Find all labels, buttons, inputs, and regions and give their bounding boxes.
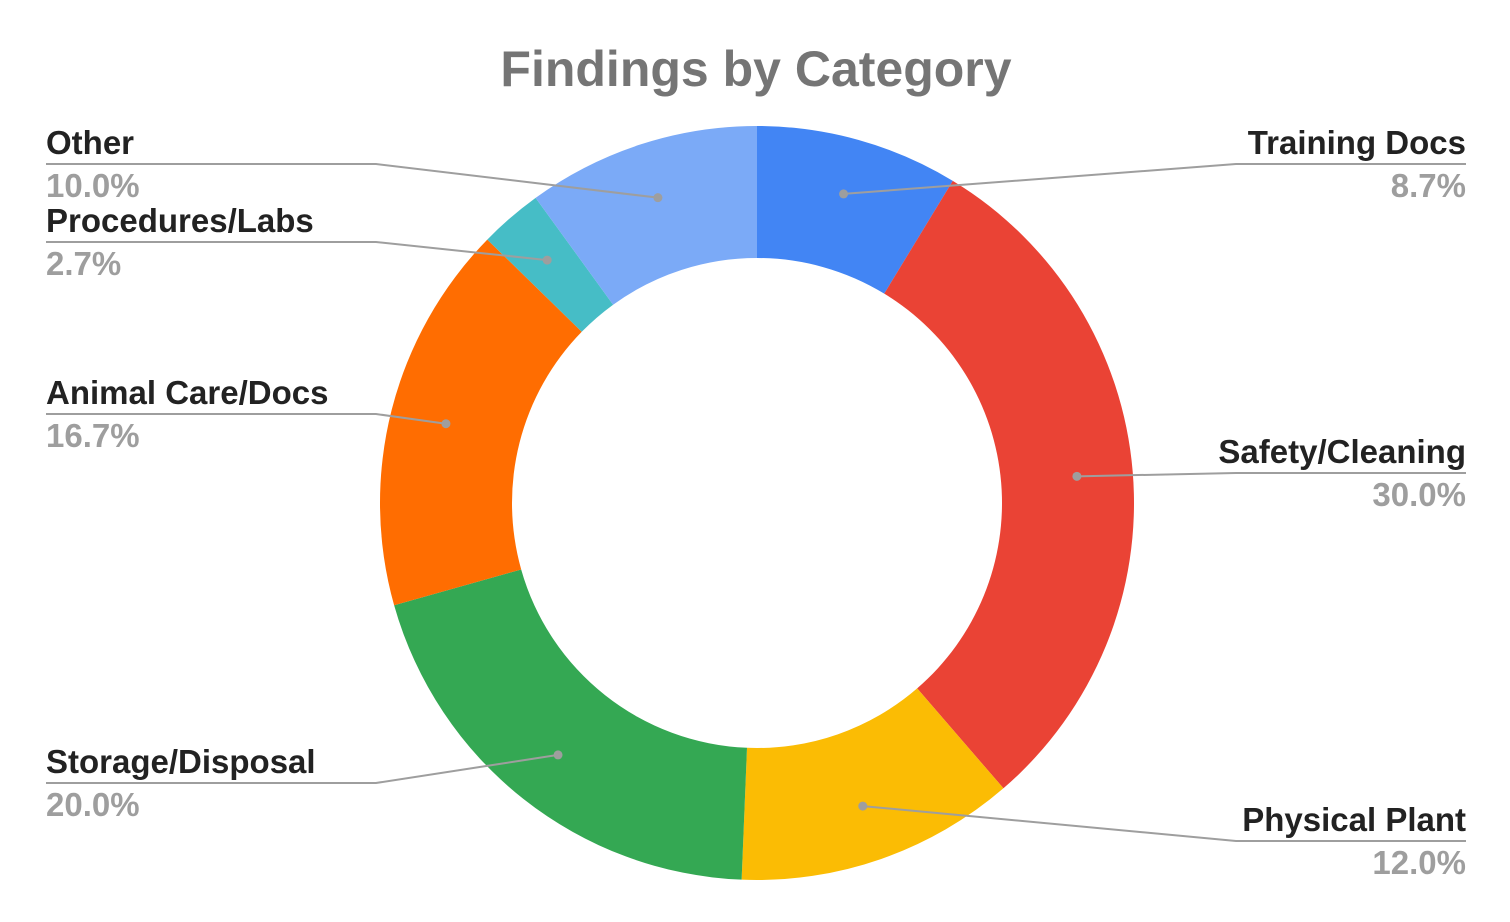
leader-line — [862, 805, 1466, 842]
slice-labels: Training Docs 8.7% Safety/Cleaning 30.0% Phy… — [46, 124, 1466, 881]
slice-percent: 10.0% — [46, 167, 140, 204]
slice-label: Animal Care/Docs — [46, 374, 328, 411]
slice-label: Storage/Disposal — [46, 743, 316, 780]
slice-percent: 30.0% — [1372, 476, 1466, 513]
slice-percent: 8.7% — [1391, 167, 1466, 204]
slice-storage-disposal — [394, 569, 748, 880]
slice-training-docs — [757, 126, 953, 294]
donut-slices — [380, 126, 1134, 880]
leader-line — [46, 241, 548, 262]
slice-label: Other — [46, 124, 134, 161]
slice-percent: 20.0% — [46, 786, 140, 823]
chart-title: Findings by Category — [500, 41, 1011, 97]
leader-line — [1076, 472, 1466, 478]
slice-label: Physical Plant — [1242, 801, 1466, 838]
leader-line — [843, 163, 1466, 195]
slice-other — [535, 126, 757, 305]
slice-percent: 2.7% — [46, 245, 121, 282]
slice-physical-plant — [741, 688, 1004, 880]
slice-animal-care-docs — [380, 239, 582, 606]
leader-line — [46, 163, 659, 199]
slice-safety-cleaning — [884, 180, 1134, 789]
slice-percent: 12.0% — [1372, 844, 1466, 881]
slice-label: Safety/Cleaning — [1218, 433, 1466, 470]
leader-line — [46, 753, 559, 784]
slice-label: Procedures/Labs — [46, 202, 314, 239]
leader-line — [46, 413, 447, 425]
slice-procedures-labs — [487, 197, 614, 332]
slice-percent: 16.7% — [46, 417, 140, 454]
slice-label: Training Docs — [1248, 124, 1466, 161]
